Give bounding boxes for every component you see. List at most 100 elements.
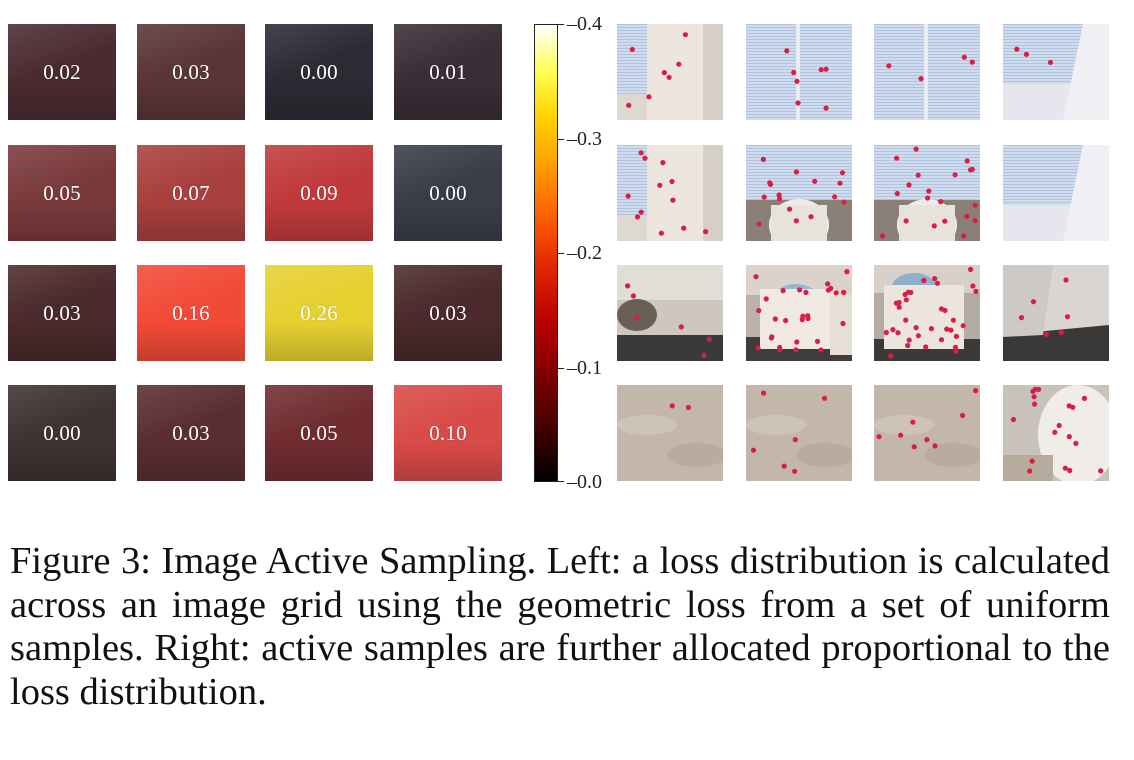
active-sample-dot	[642, 155, 648, 161]
active-sample-dot	[776, 192, 782, 198]
loss-value: 0.03	[429, 300, 467, 325]
active-sample-dot	[657, 182, 663, 188]
active-sample-dot	[903, 297, 909, 303]
active-sample-dot	[821, 395, 828, 401]
sample-image	[874, 24, 980, 120]
active-sample-dot	[1029, 458, 1035, 464]
active-sample-dot	[1066, 403, 1072, 409]
active-sample-dot	[960, 323, 966, 329]
sample-image	[746, 265, 852, 361]
active-sample-dot	[661, 70, 667, 76]
active-sample-dot	[938, 337, 945, 343]
active-sample-dot	[915, 333, 921, 339]
sample-image	[617, 24, 723, 120]
active-sample-dot	[753, 274, 759, 280]
active-sample-dot	[970, 283, 976, 289]
active-sample-dot	[669, 403, 675, 409]
active-sample-dot	[634, 315, 640, 321]
sample-image	[746, 385, 852, 481]
sample-cell	[617, 145, 723, 241]
active-sample-dot	[1043, 331, 1049, 337]
active-sample-dot	[760, 156, 766, 162]
sample-image	[1003, 24, 1109, 120]
active-sample-dot	[896, 304, 902, 310]
figure-3: 0.02 0.03 0.00 0.01 0.05 0.07 0.09 0.00 0.03 0.16…	[8, 13, 1113, 492]
active-sample-dot	[1030, 299, 1037, 305]
active-sample-dot	[913, 325, 919, 331]
active-sample-dot	[818, 347, 824, 353]
active-sample-dot	[973, 288, 979, 294]
sample-image	[1003, 265, 1109, 361]
loss-value: 0.01	[429, 59, 467, 84]
active-sample-dot	[961, 233, 967, 239]
loss-cell: 0.05	[8, 145, 116, 241]
loss-cell: 0.26	[265, 265, 373, 361]
active-sample-dot	[960, 412, 966, 419]
active-sample-dot	[783, 317, 789, 324]
active-sample-dot	[646, 94, 652, 100]
active-sample-dot	[818, 67, 824, 73]
active-sample-dot	[1073, 440, 1079, 446]
active-sample-dot	[837, 180, 843, 186]
active-sample-dot	[629, 46, 635, 53]
active-sample-dot	[761, 194, 767, 200]
active-sample-dot	[763, 296, 769, 302]
active-sample-dot	[948, 327, 954, 333]
active-sample-dot	[792, 468, 798, 474]
active-sample-dot	[1081, 395, 1087, 401]
active-sample-dot	[1047, 59, 1054, 65]
active-sample-dot	[918, 76, 924, 82]
loss-cell: 0.03	[137, 24, 245, 120]
active-sample-dot	[638, 150, 644, 156]
active-sample-dot	[638, 209, 644, 215]
sample-image	[746, 145, 852, 241]
sample-cell	[1003, 24, 1109, 120]
colorbar-tick	[558, 367, 564, 369]
active-samples-grid	[617, 24, 1113, 482]
loss-cell: 0.02	[8, 24, 116, 120]
active-sample-dot	[803, 289, 809, 295]
sample-cell	[874, 265, 980, 361]
loss-cell: 0.05	[265, 385, 373, 481]
loss-value: 0.10	[429, 420, 467, 445]
active-sample-dot	[800, 313, 806, 319]
active-sample-dot	[841, 199, 847, 205]
active-sample-dot	[1056, 422, 1062, 429]
active-sample-dot	[630, 293, 636, 299]
colorbar-tick-label: –0.4	[567, 13, 602, 35]
active-sample-dot	[926, 188, 932, 194]
active-sample-dot	[660, 160, 666, 166]
active-sample-dot	[625, 283, 631, 289]
active-sample-dot	[767, 181, 774, 187]
active-sample-dot	[938, 306, 945, 312]
active-sample-dot	[793, 218, 799, 224]
colorbar-tick	[558, 24, 564, 25]
loss-value: 0.05	[300, 420, 338, 445]
active-sample-dot	[840, 320, 846, 327]
active-sample-dot	[701, 352, 707, 358]
active-sample-dot	[793, 169, 799, 175]
active-sample-dot	[1067, 467, 1073, 474]
active-sample-dot	[967, 167, 974, 173]
sample-image	[1003, 145, 1109, 241]
active-sample-dot	[833, 290, 839, 296]
active-sample-dot	[925, 195, 931, 201]
active-sample-dot	[682, 32, 688, 38]
active-sample-dot	[703, 229, 709, 235]
active-sample-dot	[898, 432, 904, 438]
sample-cell	[746, 385, 852, 481]
active-sample-dot	[1064, 314, 1071, 320]
loss-cell: 0.10	[394, 385, 502, 481]
active-sample-dot	[756, 221, 762, 227]
active-sample-dot	[1066, 434, 1072, 440]
active-sample-dot	[839, 170, 846, 176]
loss-cell: 0.00	[394, 145, 502, 241]
active-sample-dot	[791, 69, 797, 76]
loss-value: 0.03	[172, 420, 210, 445]
active-sample-dot	[1063, 277, 1069, 283]
active-sample-dot	[634, 214, 641, 220]
active-sample-dot	[924, 437, 930, 443]
active-sample-dot	[825, 287, 831, 293]
active-sample-dot	[938, 199, 944, 205]
colorbar-tick	[558, 481, 564, 482]
